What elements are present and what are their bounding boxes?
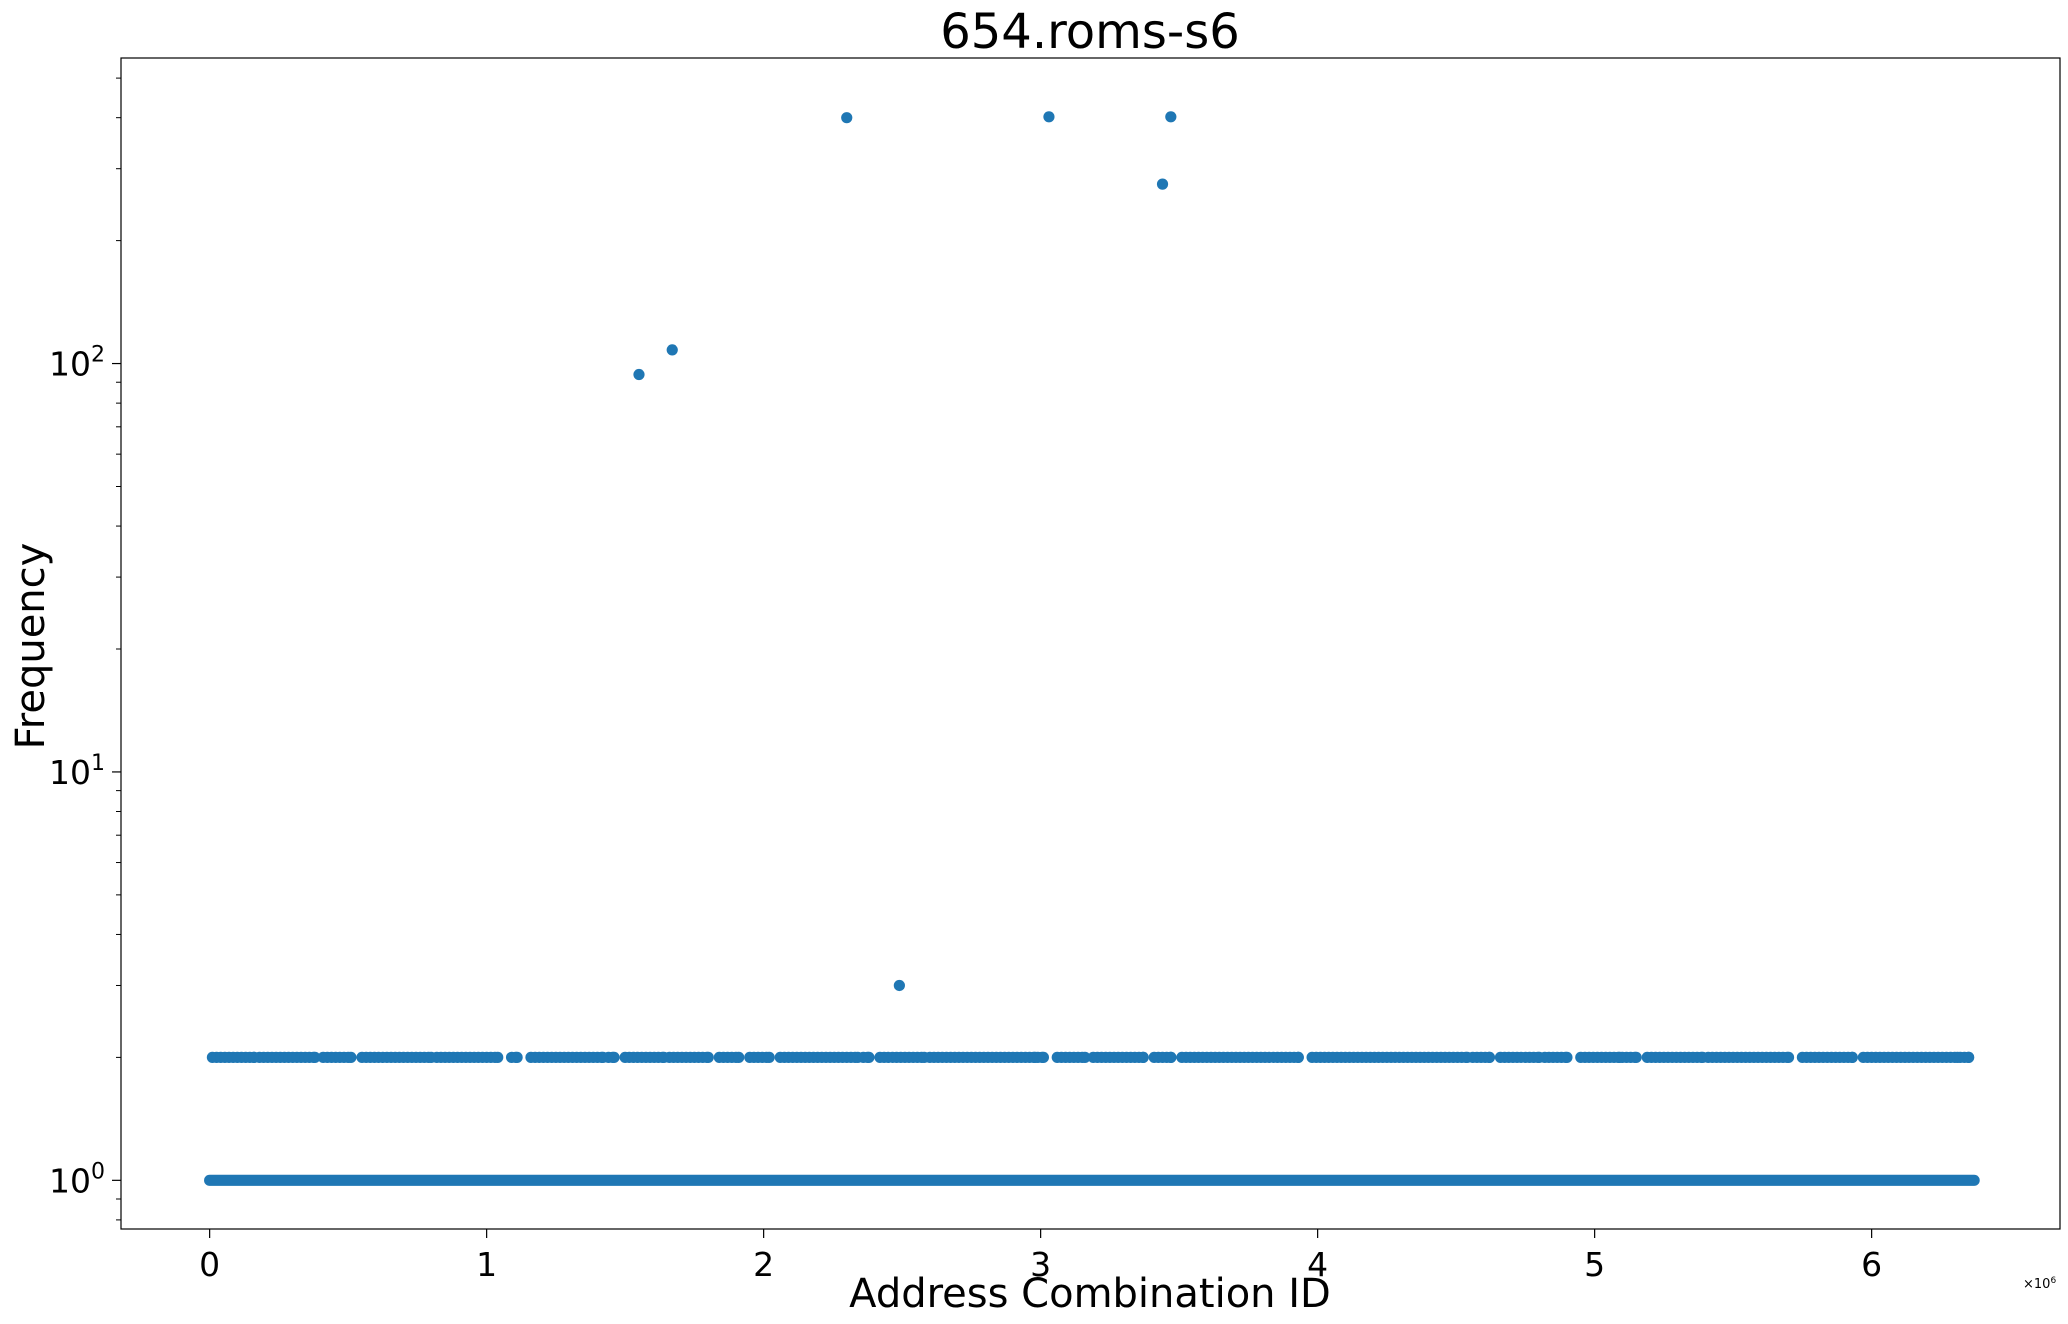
data-point (1846, 1051, 1858, 1063)
chart-title: 654.roms-s6 (940, 4, 1240, 60)
data-point (492, 1051, 504, 1063)
y-axis-label: Frequency (8, 543, 54, 750)
data-point (1292, 1051, 1304, 1063)
x-axis: 0 1 2 3 4 5 6 (199, 1229, 1882, 1284)
x-axis-offset-label: ×106 (2023, 1276, 2056, 1292)
data-point (666, 344, 678, 356)
data-point (1043, 111, 1055, 123)
data-point (1962, 1051, 1975, 1063)
x-tick-label: 5 (1584, 1245, 1605, 1284)
x-tick-label: 3 (1030, 1245, 1051, 1284)
data-point (511, 1051, 523, 1063)
x-tick-label: 2 (753, 1245, 774, 1284)
data-point (608, 1051, 620, 1063)
y-tick-label: 100 (49, 1159, 105, 1200)
data-point (309, 1051, 321, 1063)
data-point (1561, 1051, 1573, 1063)
data-point (1037, 1051, 1050, 1063)
x-tick-label: 0 (199, 1245, 220, 1284)
data-point (1630, 1051, 1642, 1063)
y-tick-label: 101 (49, 751, 105, 792)
data-point (1782, 1051, 1795, 1063)
data-point (863, 1051, 875, 1063)
data-point (1483, 1051, 1495, 1063)
x-tick-label: 6 (1861, 1245, 1882, 1284)
plot-area (204, 111, 1980, 1186)
data-point (841, 112, 853, 124)
data-point (702, 1051, 714, 1063)
data-point (633, 368, 645, 381)
data-point (1137, 1051, 1149, 1063)
data-point (1079, 1051, 1091, 1063)
plot-frame (120, 57, 2061, 1230)
y-tick-label: 102 (49, 343, 105, 384)
data-point (893, 979, 905, 992)
x-tick-label: 4 (1307, 1245, 1328, 1284)
y-axis: 100 101 102 (49, 77, 121, 1221)
data-point (733, 1051, 745, 1063)
data-point (1156, 178, 1169, 190)
data-point (345, 1051, 357, 1063)
data-point (1165, 111, 1177, 123)
data-point (1165, 1051, 1177, 1063)
data-point (763, 1051, 775, 1063)
x-tick-label: 1 (476, 1245, 497, 1284)
x-axis-label: Address Combination ID (849, 1271, 1331, 1317)
